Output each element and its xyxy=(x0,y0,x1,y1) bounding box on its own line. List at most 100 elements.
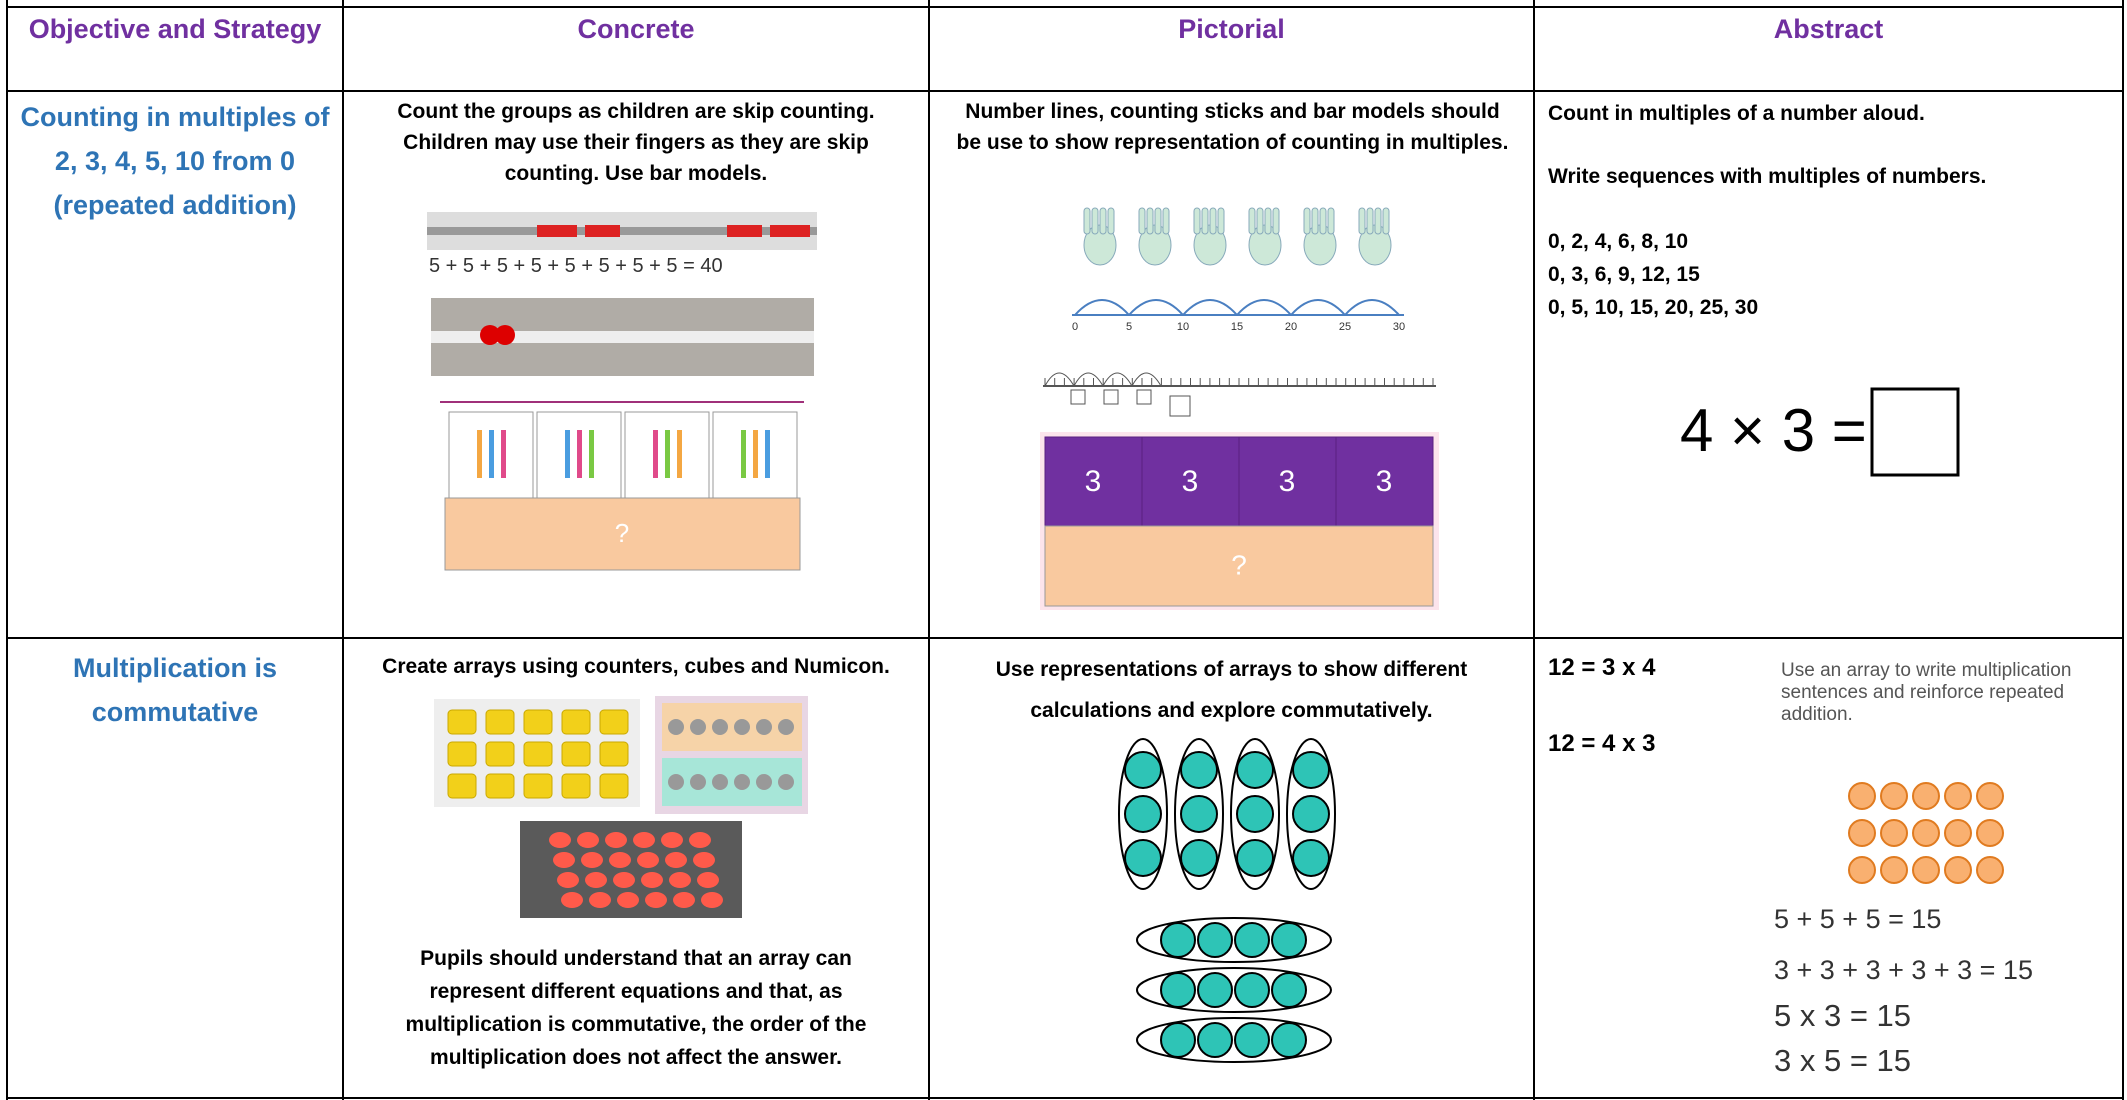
number-line-label: 20 xyxy=(1285,321,1297,333)
cube xyxy=(561,709,591,735)
dot xyxy=(1234,922,1270,958)
bar-part xyxy=(1238,436,1337,527)
table-grid xyxy=(6,0,2124,1100)
finger xyxy=(1311,207,1319,235)
jump xyxy=(1128,299,1184,316)
finger xyxy=(1303,207,1311,235)
finger xyxy=(1248,207,1256,235)
dot xyxy=(1160,972,1196,1008)
pencil xyxy=(753,430,758,478)
number-line-label: 0 xyxy=(1072,321,1078,333)
finger xyxy=(1138,207,1146,235)
dot xyxy=(1180,839,1218,877)
equation: 12 = 3 x 4 xyxy=(1548,654,1656,681)
red-beads xyxy=(537,225,810,237)
pencil xyxy=(577,430,582,478)
number-line-label: 15 xyxy=(1231,321,1243,333)
bar-part-label: 3 xyxy=(1182,465,1199,498)
counter xyxy=(581,852,603,868)
counter xyxy=(561,892,583,908)
pencil xyxy=(653,430,658,478)
orange-dot xyxy=(1976,782,2004,810)
sum: 3 x 5 = 15 xyxy=(1774,1043,1912,1078)
group-oval xyxy=(1230,738,1280,890)
hole xyxy=(668,719,684,735)
bar-part xyxy=(1044,436,1143,527)
sum: 3 + 3 + 3 + 3 + 3 = 15 xyxy=(1774,955,2033,985)
counter xyxy=(549,832,571,848)
pictorial-text: Use representations of arrays to show di… xyxy=(995,658,1468,722)
concrete-note: Pupils should understand that an array c… xyxy=(405,947,867,1069)
counter xyxy=(577,832,599,848)
jump xyxy=(1073,372,1104,387)
orange-dot xyxy=(1976,856,2004,884)
orange-array xyxy=(1848,782,2004,884)
orange-dot xyxy=(1912,782,1940,810)
dot xyxy=(1292,795,1330,833)
hole xyxy=(734,774,750,790)
hole xyxy=(690,719,706,735)
counter xyxy=(617,892,639,908)
dot xyxy=(1234,1022,1270,1058)
hole xyxy=(712,719,728,735)
header: Objective and Strategy xyxy=(28,14,322,44)
box xyxy=(1169,395,1191,417)
counter xyxy=(697,872,719,888)
cube xyxy=(561,773,591,799)
group-oval xyxy=(1286,738,1336,890)
dot xyxy=(1197,972,1233,1008)
pencil xyxy=(501,430,506,478)
jump xyxy=(1344,299,1400,316)
hole xyxy=(690,774,706,790)
bar-part-label: 3 xyxy=(1376,465,1393,498)
cube xyxy=(561,741,591,767)
dot xyxy=(1124,795,1162,833)
dot xyxy=(1271,922,1307,958)
finger xyxy=(1209,207,1217,235)
pencil xyxy=(489,430,494,478)
orange-dot xyxy=(1848,819,1876,847)
orange-dot xyxy=(1912,856,1940,884)
header: Concrete xyxy=(577,14,695,44)
abstract-line: Write sequences with multiples of number… xyxy=(1548,165,1987,188)
pencil xyxy=(565,430,570,478)
cube xyxy=(599,709,629,735)
group-oval xyxy=(1136,967,1332,1013)
bar-whole-label: ? xyxy=(1231,549,1247,580)
abstract-line: Count in multiples of a number aloud. xyxy=(1548,102,1925,125)
dot xyxy=(1292,751,1330,789)
counter xyxy=(669,872,691,888)
header: Pictorial xyxy=(1178,14,1285,44)
dot xyxy=(1236,795,1274,833)
cube xyxy=(485,773,515,799)
counter xyxy=(645,892,667,908)
number-line-label: 10 xyxy=(1177,321,1189,333)
bar-part xyxy=(1141,436,1240,527)
orange-dot xyxy=(1976,819,2004,847)
answer-box xyxy=(1870,387,1960,477)
pencil xyxy=(765,430,770,478)
finger xyxy=(1374,207,1382,235)
finger xyxy=(1162,207,1170,235)
dot xyxy=(1197,922,1233,958)
hole xyxy=(778,719,794,735)
sequence: 0, 3, 6, 9, 12, 15 xyxy=(1548,263,1700,286)
pencil xyxy=(477,430,482,478)
counter xyxy=(609,852,631,868)
cube xyxy=(523,709,553,735)
sum: 5 + 5 + 5 = 15 xyxy=(1774,904,1942,934)
counter xyxy=(589,892,611,908)
number-line-label: 5 xyxy=(1126,321,1132,333)
counters xyxy=(549,832,723,908)
equation: 4 × 3 = xyxy=(1680,397,1867,464)
counter xyxy=(585,872,607,888)
concrete-text: Count the groups as children are skip co… xyxy=(397,100,875,185)
red-bead xyxy=(495,325,515,345)
finger xyxy=(1146,207,1154,235)
finger xyxy=(1272,207,1280,235)
box xyxy=(1103,389,1119,405)
dot xyxy=(1160,1022,1196,1058)
pictorial-text: Number lines, counting sticks and bar mo… xyxy=(956,100,1509,154)
finger xyxy=(1264,207,1272,235)
box xyxy=(1070,389,1086,405)
